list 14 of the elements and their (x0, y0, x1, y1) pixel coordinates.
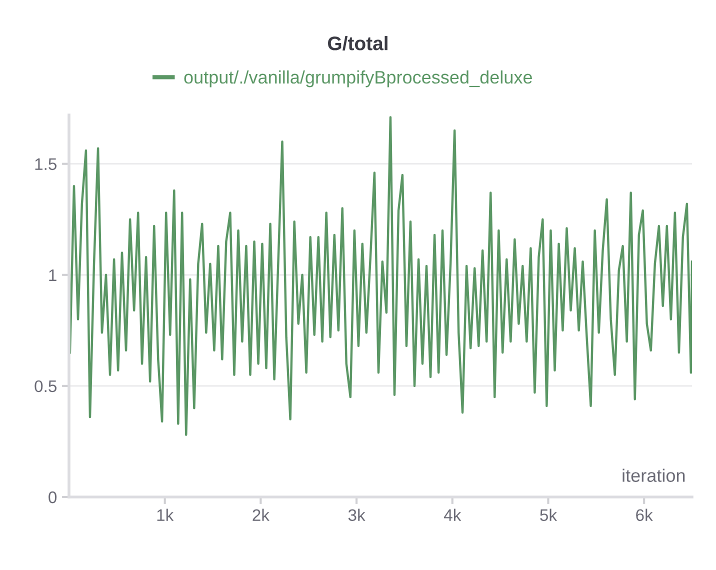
legend-label: output/./vanilla/grumpifyBprocessed_deluxe (184, 70, 532, 88)
x-tick-label: 6k (636, 508, 653, 522)
x-tick-label: 5k (540, 508, 558, 522)
x-tick-label: 2k (252, 508, 270, 521)
x-tick-label: 4k (444, 508, 462, 521)
y-tick-label: 0 (48, 491, 57, 504)
chart-title: G/total (328, 36, 388, 51)
y-tick-label: 0.5 (34, 380, 56, 392)
x-axis-title: iteration (622, 468, 685, 482)
x-tick-label: 3k (348, 508, 366, 522)
x-tick-label: 1k (157, 508, 174, 521)
y-tick-label: 1.5 (35, 158, 56, 170)
y-tick-label: 1 (49, 269, 56, 281)
line-series (69, 116, 692, 436)
